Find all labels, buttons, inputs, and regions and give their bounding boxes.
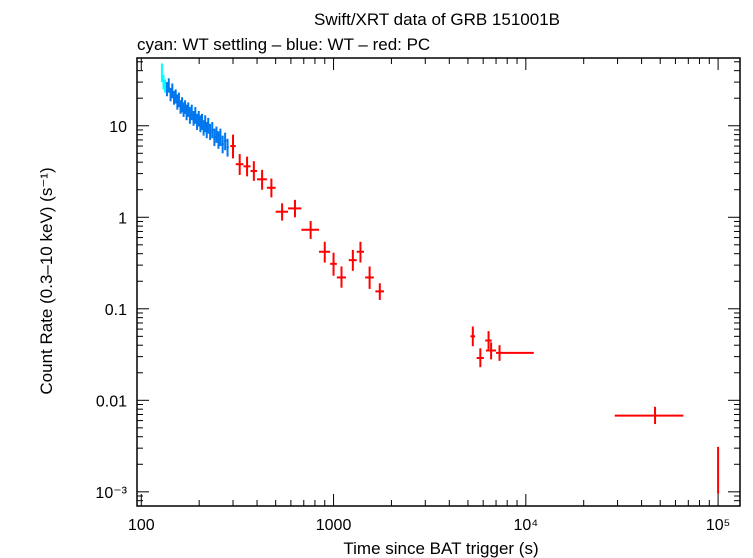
data-point [211, 121, 214, 139]
data-point [165, 82, 168, 97]
data-point [215, 126, 218, 143]
ticks: 100 1000 10⁴ 10⁵ 10 1 0.1 0.01 10⁻³ [95, 58, 740, 534]
data-point [208, 123, 212, 140]
data-point [171, 83, 174, 99]
data-point [167, 78, 170, 93]
y-tick-label: 10⁻³ [95, 485, 127, 502]
data-point [213, 128, 216, 147]
data-point [190, 104, 193, 121]
x-tick-label: 1000 [316, 517, 352, 534]
data-point [176, 94, 179, 110]
y-tick-label: 10 [109, 119, 127, 136]
data-point [230, 134, 236, 159]
data-point [201, 113, 204, 130]
data-point [199, 115, 202, 133]
data-point [356, 241, 365, 263]
data-point [301, 221, 319, 239]
chart-subtitle: cyan: WT settling – blue: WT – red: PC [137, 35, 430, 54]
plot-frame [136, 57, 741, 507]
data-point [192, 110, 195, 126]
data-point [223, 132, 227, 151]
data-point [219, 128, 222, 147]
chart-title: Swift/XRT data of GRB 151001B [314, 10, 560, 29]
x-tick-label: 10⁴ [513, 517, 538, 534]
data-point [194, 107, 197, 124]
series-wt [165, 78, 229, 157]
data-point [250, 161, 258, 181]
y-tick-label: 1 [118, 210, 127, 227]
data-point [235, 154, 244, 175]
data-point [162, 74, 165, 90]
data-point [202, 120, 205, 136]
data-point [187, 102, 190, 117]
data-point [318, 241, 331, 263]
data-point [336, 266, 346, 288]
data-point [174, 89, 177, 104]
data-point [181, 97, 184, 113]
series-pc [230, 134, 720, 494]
data-point [196, 113, 199, 130]
data-point [207, 117, 210, 134]
data-point [614, 406, 684, 425]
data-point [204, 115, 207, 133]
data-point [188, 107, 191, 124]
data-point [288, 199, 302, 218]
data-point [173, 90, 176, 105]
data-point [205, 121, 208, 139]
data-point [217, 131, 220, 149]
data-point [496, 345, 534, 361]
data-point [197, 110, 200, 127]
data-point [243, 156, 251, 177]
data-point [177, 92, 180, 108]
data-point [476, 348, 484, 368]
data-point [221, 135, 224, 154]
data-point [365, 266, 374, 289]
x-tick-label: 100 [128, 517, 155, 534]
y-tick-label: 0.1 [105, 302, 127, 319]
data-point [185, 104, 188, 121]
data-point [226, 138, 229, 157]
data-point [275, 203, 289, 221]
data-point [257, 169, 267, 190]
data-point [179, 100, 182, 114]
data-point [348, 249, 357, 271]
data-point [266, 178, 276, 198]
x-tick-label: 10⁵ [706, 517, 730, 534]
y-axis-label: Count Rate (0.3–10 keV) (s⁻¹) [37, 167, 56, 394]
plot-area: 100 1000 10⁴ 10⁵ 10 1 0.1 0.01 10⁻³ [95, 57, 741, 534]
series-wt-settling [160, 63, 167, 93]
data-point [169, 87, 172, 102]
data-point [470, 326, 476, 347]
data-point [485, 331, 492, 350]
data-point [485, 342, 497, 360]
data-point [717, 446, 720, 494]
data-point [160, 63, 163, 83]
data-point [375, 283, 385, 300]
y-tick-label: 0.01 [96, 393, 127, 410]
data-point [330, 252, 337, 276]
x-axis-label: Time since BAT trigger (s) [343, 539, 538, 558]
data-point [164, 79, 167, 93]
